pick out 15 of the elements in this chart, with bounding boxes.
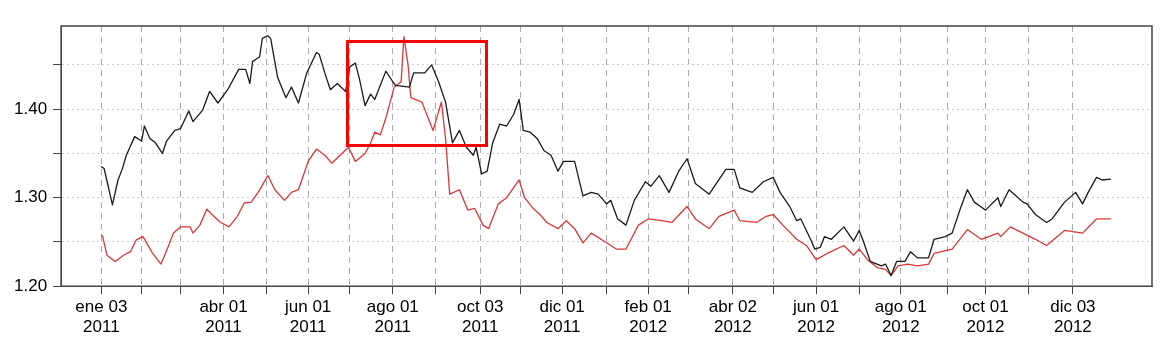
x-tick-label: dic 01 2011 (539, 297, 585, 337)
y-tick-label: 1.20 (13, 275, 48, 295)
x-tick-label: oct 01 2012 (962, 297, 1009, 337)
y-tick-label: 1.40 (13, 98, 48, 118)
x-tick-label: jun 01 2012 (791, 297, 840, 337)
x-tick-label: abr 02 2012 (708, 297, 757, 337)
x-tick-label: ago 01 2011 (366, 297, 419, 337)
x-tick-label: oct 03 2011 (457, 297, 504, 337)
x-tick-label: jun 01 2011 (283, 297, 332, 337)
x-tick-label: dic 03 2012 (1050, 297, 1096, 337)
y-tick-label: 1.30 (13, 187, 48, 207)
x-tick-label: ene 03 2011 (75, 297, 128, 337)
x-tick-label: feb 01 2012 (624, 297, 672, 337)
x-tick-label: abr 01 2011 (199, 297, 248, 337)
x-tick-label: ago 01 2012 (874, 297, 927, 337)
